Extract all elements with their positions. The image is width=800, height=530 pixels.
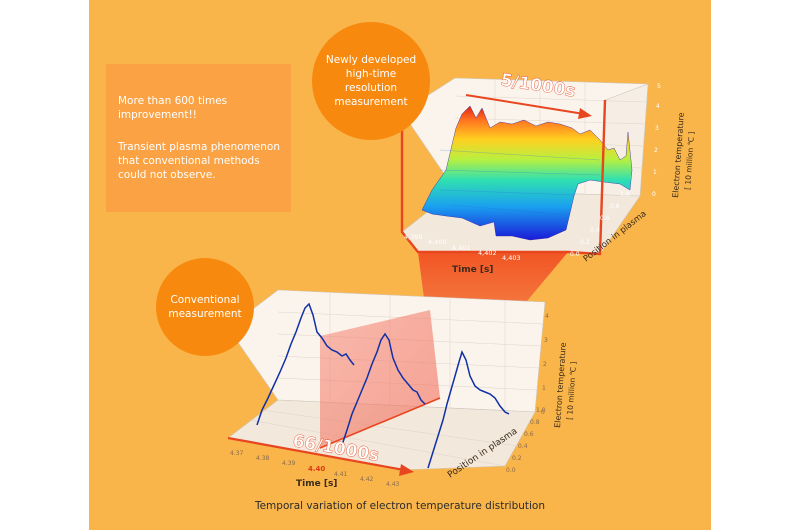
top-z-label-2: [ 10 million ℃ ] (683, 131, 696, 190)
top-time-tick: 4,400 (428, 238, 447, 246)
top-z-ticks: 0 1 2 3 4 5 (652, 83, 661, 198)
bottom-z-tick: 4 (545, 313, 549, 320)
top-plot-front-rim (400, 99, 607, 256)
temperature-profile-1 (256, 302, 355, 426)
bottom-z-label-2: [ 10 million ℃ ] (565, 361, 578, 420)
top-z-tick: 3 (655, 125, 659, 132)
temperature-profile-2 (341, 332, 426, 446)
bottom-time-tick-highlight: 4.40 (308, 465, 325, 473)
new-method-bubble: Newly developed high-time resolution mea… (312, 22, 430, 140)
bottom-pos-tick: 0.0 (506, 467, 516, 474)
top-z-tick: 5 (657, 83, 661, 90)
info-box: More than 600 times improvement!! Transi… (106, 64, 291, 212)
bottom-pos-tick: 0.8 (530, 419, 540, 426)
top-time-label: Time [s] (452, 265, 493, 275)
top-pos-tick: 0.0 (570, 251, 580, 258)
bottom-time-label: Time [s] (296, 479, 337, 489)
info-improvement-text: More than 600 times improvement!! (118, 95, 228, 121)
bottom-time-arrow (227, 436, 414, 476)
new-method-label: Newly developed high-time resolution mea… (325, 54, 417, 108)
conventional-method-bubble: Conventional measurement (156, 258, 254, 356)
top-position-ticks: 0.0 0.2 0.4 0.6 0.8 1.0 (570, 191, 630, 258)
bottom-pos-tick: 0.6 (524, 431, 534, 438)
bottom-time-tick: 4.39 (282, 460, 296, 467)
top-pos-tick: 0.2 (580, 239, 590, 246)
bottom-z-tick: 0 (541, 409, 545, 416)
bottom-pos-tick: 0.2 (512, 455, 522, 462)
info-phenomenon-text: Transient plasma phenomenon that convent… (118, 141, 281, 181)
top-z-tick: 1 (653, 169, 657, 176)
bottom-time-tick: 4.38 (256, 455, 270, 462)
bottom-z-ticks: 0 1 2 3 4 (541, 313, 549, 416)
bottom-pos-tick: 0.4 (518, 443, 528, 450)
top-z-tick: 4 (656, 103, 660, 110)
top-plot: 5/1000s 4,399 4,400 4,401 4,402 4,403 Ti… (400, 70, 696, 275)
top-z-tick: 0 (652, 191, 656, 198)
page-margin-right (711, 0, 800, 530)
top-z-tick: 2 (654, 147, 658, 154)
bottom-plot: 66/1000s 4.37 4.38 4.39 4.40 4.41 4.42 4… (227, 289, 578, 489)
bottom-time-tick: 4.41 (334, 471, 348, 478)
bottom-time-tick: 4.43 (386, 481, 400, 488)
bottom-time-tick: 4.42 (360, 476, 374, 483)
top-pos-tick: 0.6 (600, 215, 610, 222)
top-time-ticks: 4,399 4,400 4,401 4,402 4,403 (404, 233, 521, 262)
top-time-tick: 4,403 (502, 254, 521, 262)
top-resolution-arrow (465, 94, 592, 119)
figure-caption: Temporal variation of electron temperatu… (254, 500, 546, 512)
bottom-plot-time-slice (320, 310, 440, 448)
bottom-z-tick: 3 (544, 337, 548, 344)
bottom-position-ticks: 0.0 0.2 0.4 0.6 0.8 1.0 (506, 407, 546, 474)
top-time-tick: 4,399 (404, 233, 423, 241)
bottom-z-tick: 1 (542, 385, 546, 392)
top-plot-surface (421, 105, 633, 241)
top-pos-tick: 1.0 (620, 191, 630, 198)
bottom-time-tick: 4.37 (230, 450, 244, 457)
conventional-method-label: Conventional measurement (168, 294, 242, 320)
top-time-tick: 4,402 (478, 249, 497, 257)
bottom-pos-tick: 1.0 (536, 407, 546, 414)
top-plot-surface-mesh (439, 149, 601, 216)
top-pos-tick: 0.8 (610, 203, 620, 210)
page-margin-left (0, 0, 89, 530)
temperature-profile-3 (427, 349, 510, 469)
top-time-tick: 4,401 (452, 244, 471, 252)
bottom-time-ticks: 4.37 4.38 4.39 4.40 4.41 4.42 4.43 (230, 450, 400, 488)
top-pos-tick: 0.4 (590, 227, 600, 234)
bottom-z-tick: 2 (543, 361, 547, 368)
bottom-slice-edge (319, 397, 441, 449)
